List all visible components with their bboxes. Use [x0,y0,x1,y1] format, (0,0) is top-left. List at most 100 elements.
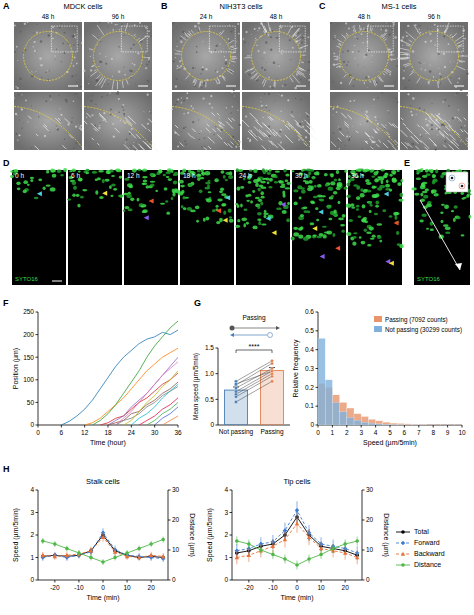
texture [256,134,258,136]
texture [36,71,37,72]
texture [354,36,355,37]
boundary [172,107,240,148]
texture [24,23,26,25]
sprout [423,142,430,149]
texture [406,35,408,37]
sprout [188,133,192,137]
texture [49,132,51,134]
cell [139,203,144,207]
cell [276,208,282,210]
cell [435,169,438,173]
texture [229,40,231,42]
cell [30,177,34,179]
cell [30,179,33,182]
cell [312,235,316,238]
texture [95,104,96,105]
texture [249,140,251,142]
texture [113,135,115,137]
cell [283,169,286,173]
texture [183,113,185,115]
cell [323,234,327,238]
sprout [370,27,371,31]
cell [361,218,364,222]
texture [215,70,216,71]
cell [301,189,306,193]
cell [250,200,253,203]
texture [33,32,35,34]
texture [345,22,347,24]
cell [229,216,232,218]
sprout [219,32,220,34]
texture [134,149,135,150]
texture [106,95,107,96]
texture [307,36,309,38]
texture [14,24,16,26]
cell [150,181,155,183]
texture [419,29,420,30]
texture [309,74,310,75]
cell [392,178,397,182]
sprout [193,79,195,83]
axis-line [218,348,219,425]
cell [469,215,472,219]
cell [364,228,367,232]
sprout [112,29,113,31]
sprout [139,36,147,42]
sprout [455,36,464,42]
point [234,390,237,393]
texture [338,126,339,127]
texture [17,87,19,89]
cell [240,203,243,207]
texture [187,81,188,82]
cell [142,183,147,185]
tick-label: 4 [374,429,378,436]
texture [73,36,75,38]
zoom-box [51,26,77,52]
texture [148,60,150,62]
sprout [142,141,150,149]
texture [90,69,92,71]
cell [361,241,366,245]
hist-bar [368,419,375,425]
texture [20,31,22,33]
texture [333,132,335,134]
tick-label: 20 [172,516,180,523]
sprout [206,128,210,132]
texture [273,102,275,104]
bar [260,371,283,425]
texture [460,89,463,92]
sprout [438,81,440,84]
tick-label: 0.3 [305,365,314,372]
cell [360,193,365,197]
texture [263,51,265,53]
arrowhead [223,218,228,223]
texture [261,67,263,69]
texture [58,95,59,96]
series-line [162,416,178,425]
cell [312,177,315,179]
cell [253,169,257,173]
scale-bar [296,86,306,87]
point [234,400,237,403]
sprout [417,125,419,127]
texture [290,59,291,60]
cell [142,168,147,171]
tick [36,535,39,536]
texture [268,63,270,65]
texture [174,49,175,50]
texture [200,130,201,131]
cell [216,205,219,208]
texture [180,37,182,39]
sprout [248,131,253,136]
tick-label: 200 [23,331,34,338]
texture [420,63,421,64]
sprout [124,144,129,149]
texture [426,124,428,126]
sprout [466,138,472,144]
sprout [295,35,301,40]
cell [353,236,356,239]
cell [365,179,370,182]
texture [134,44,136,46]
cell [425,169,429,173]
sprout [384,39,386,41]
